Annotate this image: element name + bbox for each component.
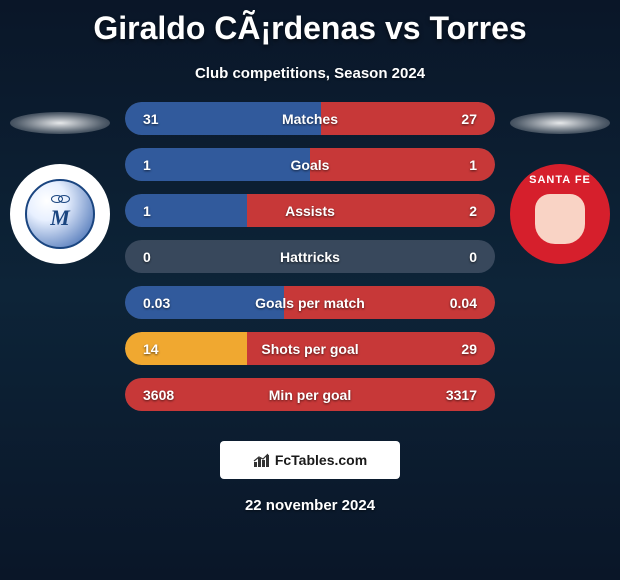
chart-icon (253, 452, 269, 468)
stats-container: 31 Matches 27 1 Goals 1 1 Assists 2 0 Hattricks 0 0.… (125, 102, 495, 411)
stat-value-left: 0.03 (143, 295, 183, 311)
stat-row: 14 Shots per goal 29 (125, 332, 495, 365)
badge-letter: M (50, 205, 70, 231)
stat-row: 0 Hattricks 0 (125, 240, 495, 273)
brand-badge[interactable]: FcTables.com (220, 441, 400, 479)
shadow-ellipse-right (510, 112, 610, 134)
subtitle: Club competitions, Season 2024 (0, 65, 620, 82)
stat-row: 3608 Min per goal 3317 (125, 378, 495, 411)
shadow-ellipse-left (10, 112, 110, 134)
stat-value-right: 0 (437, 249, 477, 265)
stat-label: Min per goal (269, 387, 351, 403)
stat-value-right: 29 (437, 341, 477, 357)
stat-value-left: 1 (143, 203, 183, 219)
stat-value-left: 0 (143, 249, 183, 265)
stat-value-left: 1 (143, 157, 183, 173)
lion-icon (535, 194, 585, 244)
stat-row: 1 Goals 1 (125, 148, 495, 181)
stat-value-right: 27 (437, 111, 477, 127)
millonarios-badge: M (25, 179, 95, 249)
stat-value-left: 14 (143, 341, 183, 357)
stat-value-left: 3608 (143, 387, 183, 403)
stat-value-right: 3317 (437, 387, 477, 403)
stat-value-left: 31 (143, 111, 183, 127)
stat-label: Assists (285, 203, 335, 219)
stat-row: 0.03 Goals per match 0.04 (125, 286, 495, 319)
santa-fe-badge: SANTA FE (510, 164, 610, 264)
stat-row: 1 Assists 2 (125, 194, 495, 227)
badge-text: SANTA FE (529, 174, 591, 186)
comparison-content: M 31Matches271Goals11Assists20Hattricks0… (0, 82, 620, 431)
team-right-container: SANTA FE (510, 102, 610, 264)
stat-value-right: 2 (437, 203, 477, 219)
stat-label: Goals (291, 157, 330, 173)
team-left-logo: M (10, 164, 110, 264)
stat-label: Goals per match (255, 295, 365, 311)
stat-value-right: 0.04 (437, 295, 477, 311)
stat-value-right: 1 (437, 157, 477, 173)
date-text: 22 november 2024 (0, 497, 620, 514)
team-left-container: M (10, 102, 110, 264)
stat-label: Matches (282, 111, 338, 127)
stat-label: Hattricks (280, 249, 340, 265)
stat-row: 31 Matches 27 (125, 102, 495, 135)
stat-label: Shots per goal (261, 341, 358, 357)
rings-icon (51, 195, 70, 203)
brand-text: FcTables.com (275, 452, 367, 468)
page-title: Giraldo CÃ¡rdenas vs Torres (0, 0, 620, 47)
